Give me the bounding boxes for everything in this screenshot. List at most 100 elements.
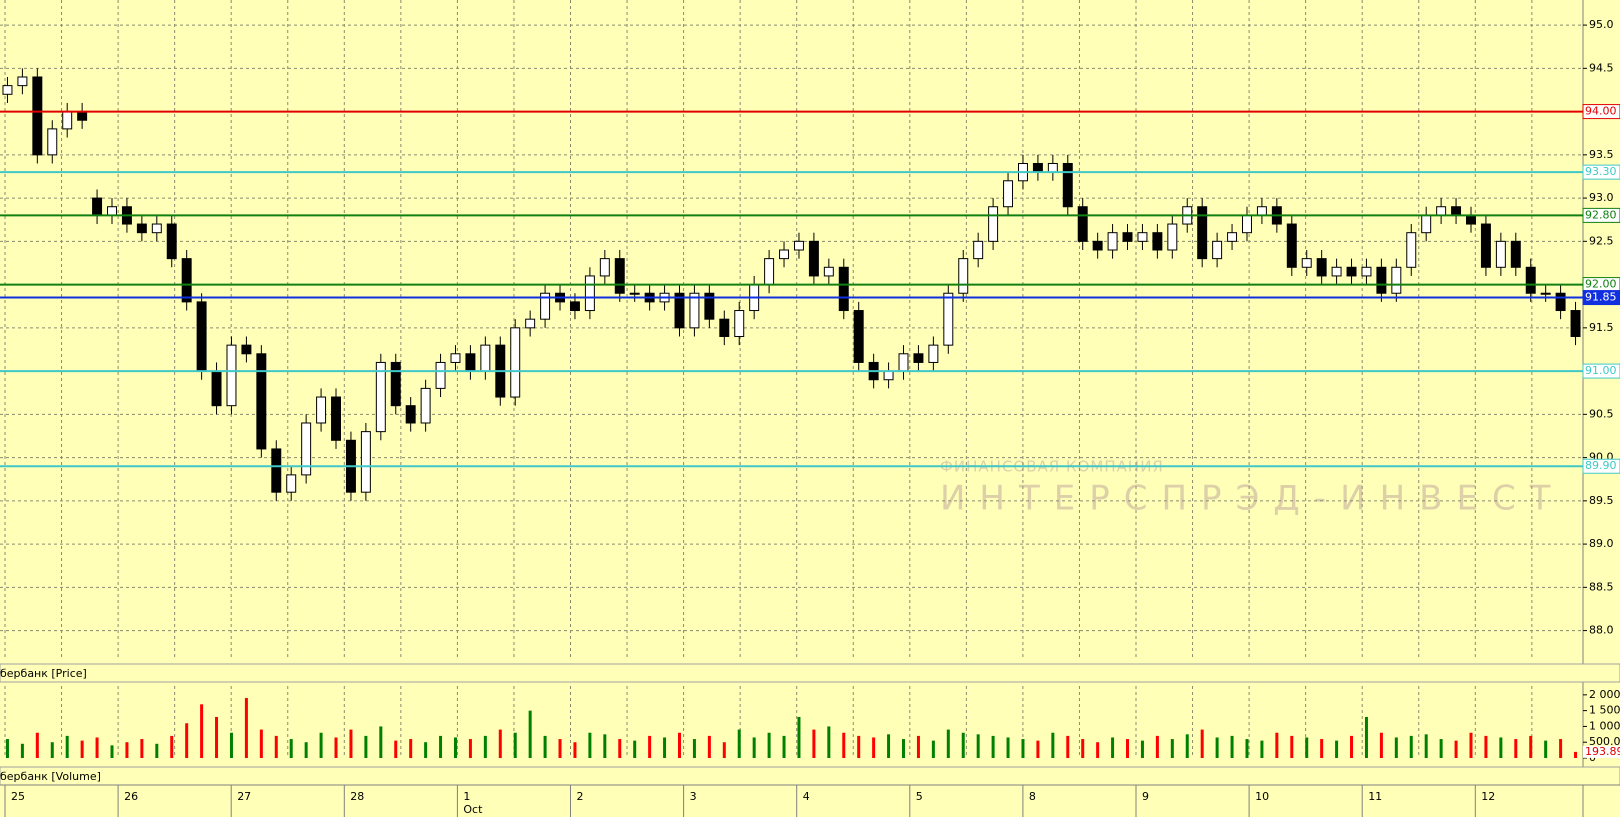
volume-bar <box>304 742 308 758</box>
candle-body <box>17 76 28 87</box>
volume-bar <box>1140 740 1144 758</box>
volume-bar <box>543 735 547 758</box>
volume-bar <box>1544 740 1548 758</box>
candle-body <box>241 344 252 355</box>
volume-bar <box>1126 739 1130 758</box>
volume-bar <box>1454 740 1458 758</box>
volume-bar <box>1066 735 1070 758</box>
volume-bar <box>633 740 637 758</box>
level-label: 91.85 <box>1585 291 1617 304</box>
candle-body <box>47 128 58 156</box>
candle-body <box>734 310 745 337</box>
candle-body <box>1197 206 1208 260</box>
volume-bar <box>663 737 667 758</box>
candle-body <box>1122 232 1133 242</box>
y-tick-label: 89.0 <box>1589 537 1614 550</box>
candle-body <box>1286 223 1297 268</box>
y-tick-label: 93.0 <box>1589 191 1614 204</box>
candle-body <box>1152 232 1163 251</box>
volume-bar <box>1230 735 1234 758</box>
candle-body <box>689 292 700 329</box>
candle-body <box>569 301 580 312</box>
y-tick-label: 88.5 <box>1589 580 1614 593</box>
volume-bar <box>229 732 233 758</box>
x-tick-label: 2 <box>577 790 584 803</box>
volume-bar <box>349 729 353 758</box>
volume-bar <box>1170 739 1174 758</box>
candle-body <box>360 431 371 493</box>
volume-bar <box>215 716 219 758</box>
candle-body <box>450 353 461 363</box>
candle-body <box>973 240 984 260</box>
level-label-box <box>1582 458 1620 474</box>
level-label-box <box>1582 164 1620 180</box>
x-tick-label: 4 <box>803 790 810 803</box>
candle-body <box>808 240 819 277</box>
y-tick-label: 1 500 <box>1589 704 1620 717</box>
candle-body <box>510 327 521 398</box>
candle-body <box>166 223 177 260</box>
candle-body <box>913 353 924 363</box>
volume-bar <box>140 739 144 758</box>
candle-body <box>1346 266 1357 277</box>
volume-bar <box>872 737 876 758</box>
volume-bar <box>274 735 278 758</box>
volume-bar <box>902 739 906 758</box>
candle-body <box>435 361 446 389</box>
level-label-box <box>1582 207 1620 223</box>
candle-body <box>211 370 222 407</box>
candle-body <box>196 301 207 372</box>
level-label: 92.80 <box>1585 208 1617 221</box>
y-tick-label: 88.0 <box>1589 624 1614 637</box>
x-tick-label: 11 <box>1368 790 1382 803</box>
candle-body <box>719 318 730 337</box>
candle-body <box>1555 292 1566 312</box>
candle-body <box>1092 240 1103 251</box>
volume-bar <box>1006 737 1010 758</box>
volume-bar <box>1424 734 1428 758</box>
candle-body <box>614 258 625 294</box>
volume-bar <box>887 734 891 758</box>
volume-bar <box>50 742 54 758</box>
y-tick-label: 500.00 <box>1589 735 1620 748</box>
volume-bar <box>692 739 696 758</box>
volume-bar <box>842 732 846 758</box>
candle-body <box>92 197 103 216</box>
x-tick-label: 28 <box>350 790 364 803</box>
candle-body <box>1361 266 1372 277</box>
candle-body <box>1406 232 1417 268</box>
volume-bar <box>1200 729 1204 758</box>
candle-body <box>988 206 999 242</box>
level-label-box <box>1582 363 1620 379</box>
volume-bar <box>1081 739 1085 758</box>
volume-bar <box>1379 732 1383 758</box>
candle-body <box>32 76 43 156</box>
candle-body <box>480 344 491 372</box>
candle-body <box>1570 310 1581 337</box>
volume-bar <box>439 735 443 758</box>
level-label: 89.90 <box>1585 459 1617 472</box>
x-tick-label: 5 <box>916 790 923 803</box>
volume-bar <box>1021 739 1025 758</box>
volume-bar <box>1439 739 1443 758</box>
candle-body <box>1331 266 1342 277</box>
volume-bar <box>289 739 293 758</box>
y-tick-label: 90.5 <box>1589 407 1614 420</box>
candle-body <box>779 249 790 260</box>
candle-body <box>1540 292 1551 295</box>
volume-bar <box>588 732 592 758</box>
volume-bar <box>1364 716 1368 758</box>
volume-bar <box>1514 739 1518 758</box>
candle-body <box>1466 214 1476 225</box>
candle-body <box>405 405 416 424</box>
volume-bar <box>185 723 189 758</box>
candle-body <box>107 206 117 216</box>
candle-body <box>136 223 147 234</box>
volume-bar <box>857 735 861 758</box>
candle-body <box>226 344 237 407</box>
volume-bar <box>513 732 517 758</box>
volume-bar <box>752 737 756 758</box>
volume-bar <box>961 732 965 758</box>
candle-body <box>838 266 849 312</box>
